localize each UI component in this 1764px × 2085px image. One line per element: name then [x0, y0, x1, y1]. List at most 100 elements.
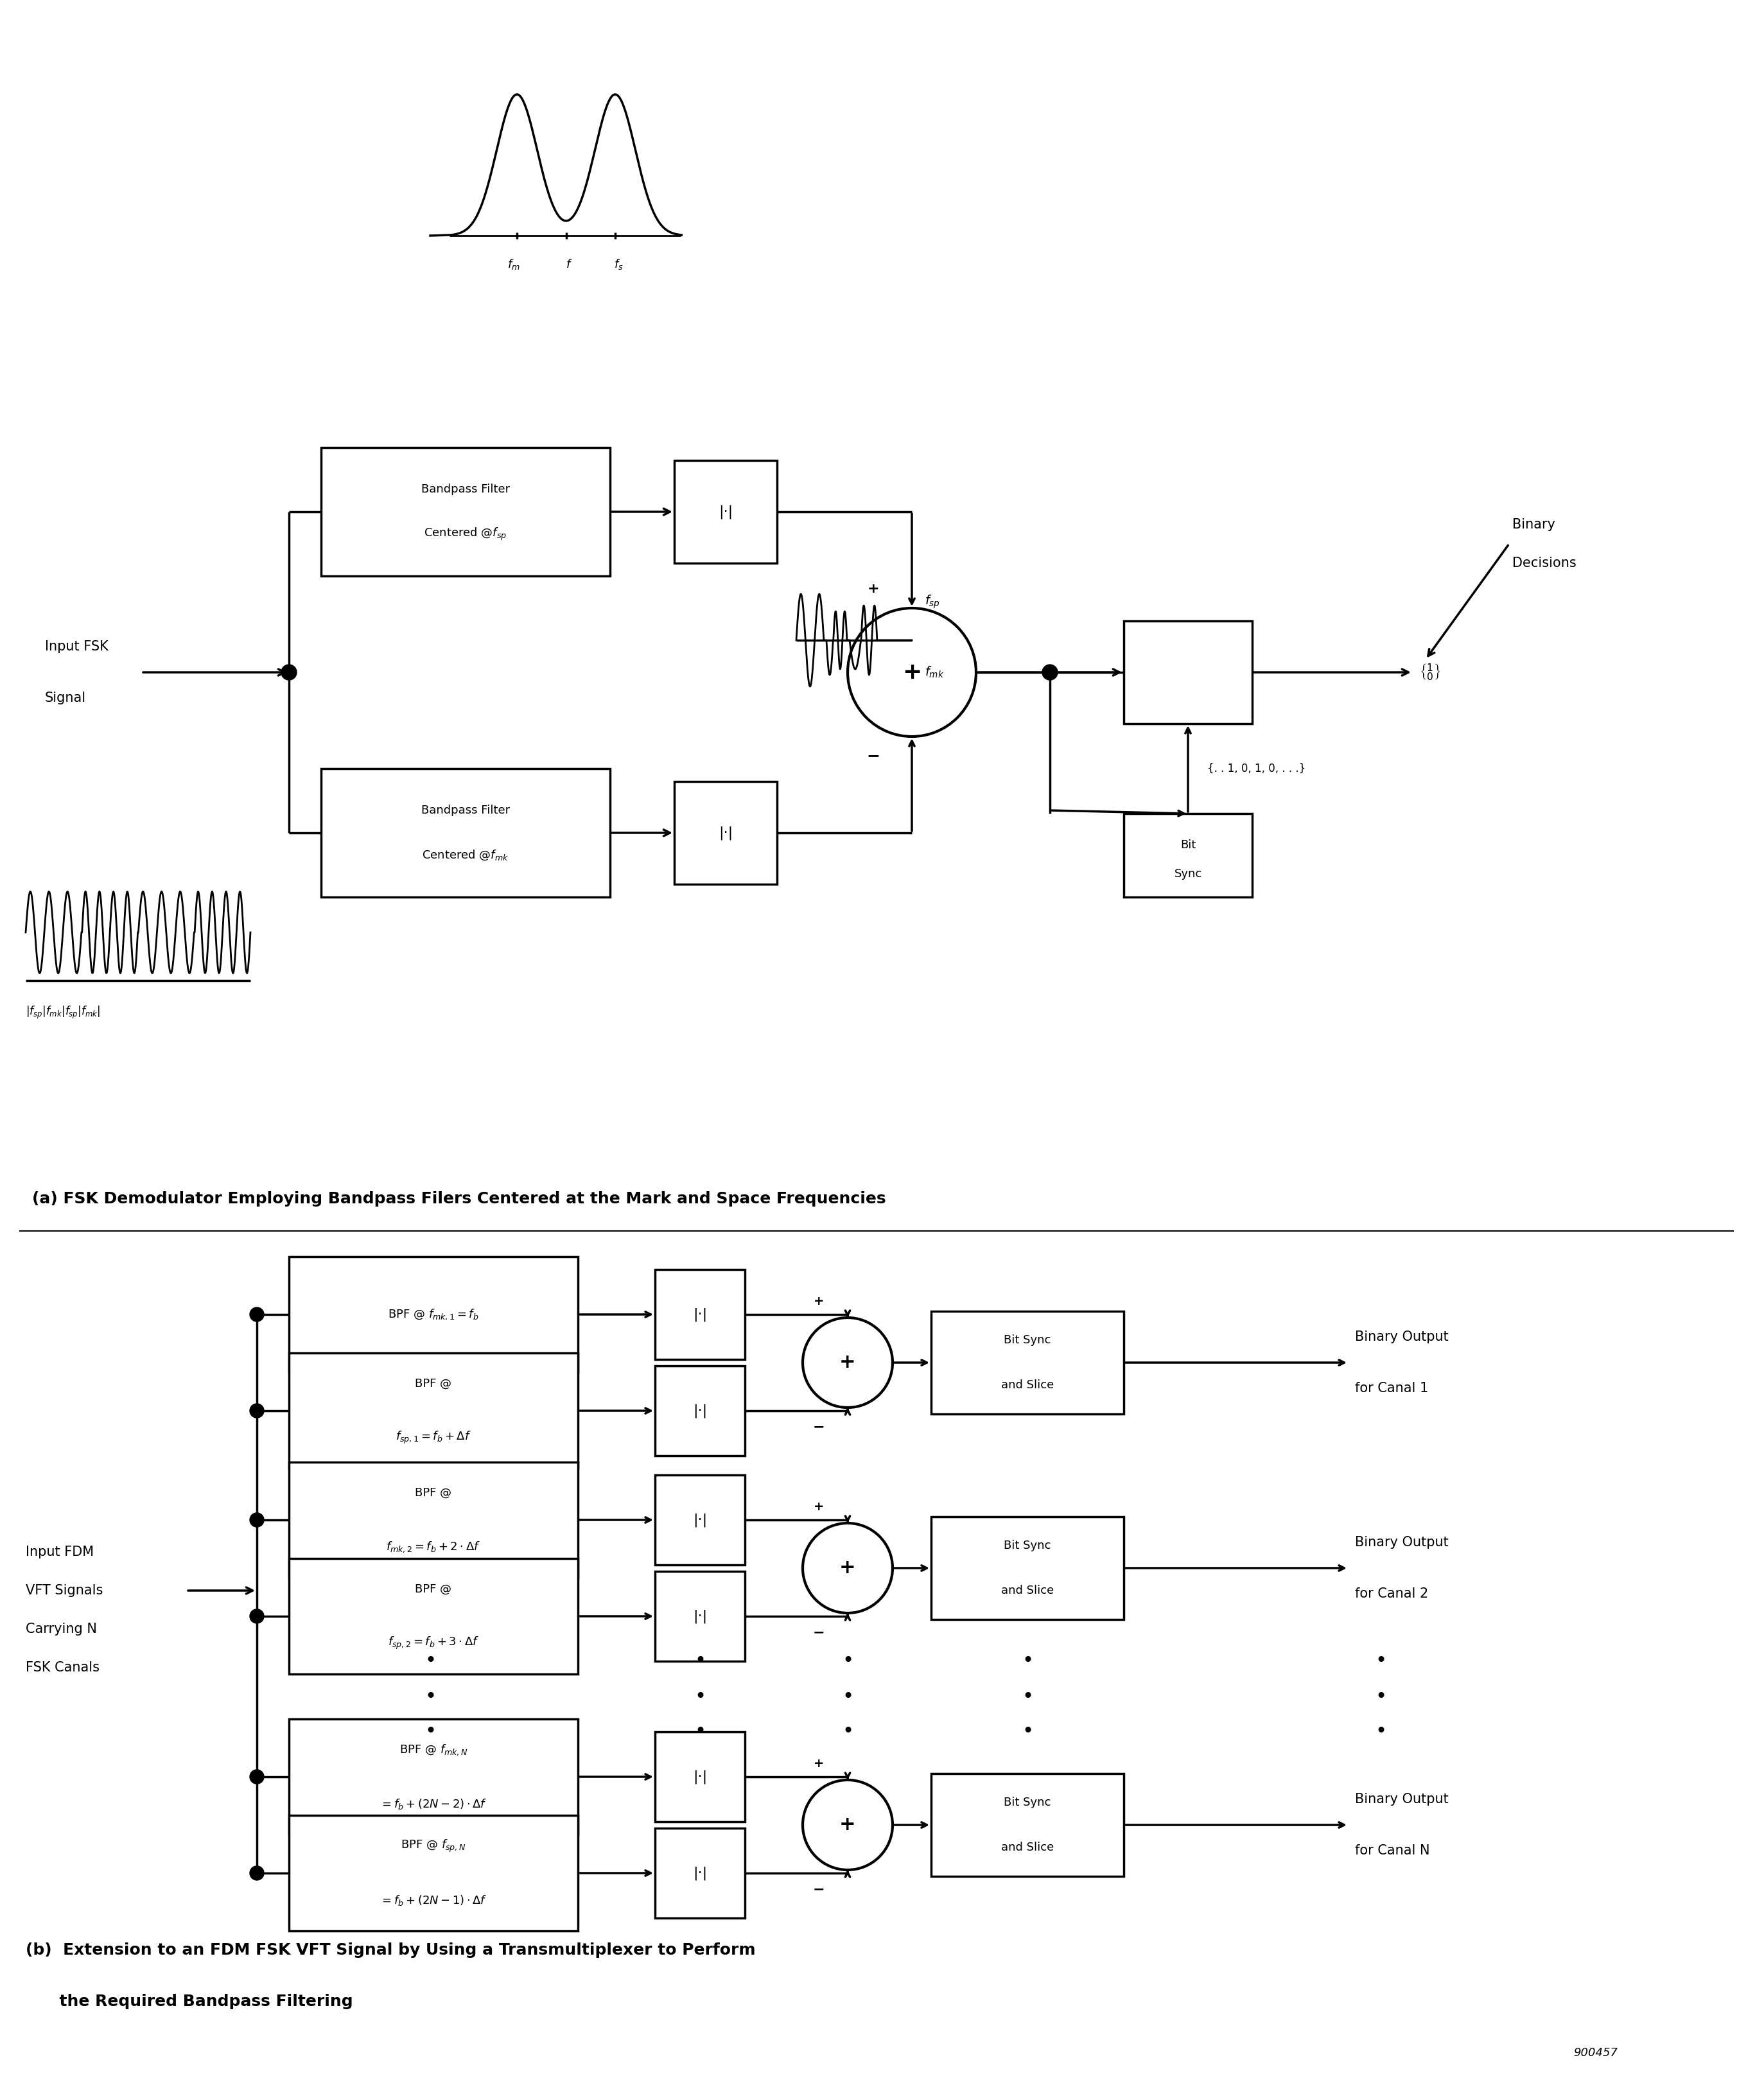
Text: and Slice: and Slice — [1000, 1380, 1053, 1391]
Text: $f_{mk,2} = f_b + 2 \cdot \Delta f$: $f_{mk,2} = f_b + 2 \cdot \Delta f$ — [386, 1541, 480, 1553]
Text: •: • — [1021, 1687, 1034, 1706]
Text: Input FSK: Input FSK — [44, 640, 108, 653]
Circle shape — [250, 1770, 265, 1785]
Bar — [289, 1718, 579, 1835]
Text: −: − — [813, 1626, 826, 1639]
Text: Bandpass Filter: Bandpass Filter — [422, 805, 510, 815]
Text: $f_{sp,1} = f_b + \Delta f$: $f_{sp,1} = f_b + \Delta f$ — [395, 1430, 471, 1445]
Text: |·|: |·| — [718, 826, 732, 840]
Text: $f_s$: $f_s$ — [614, 259, 623, 271]
Text: BPF @ $f_{mk,1} = f_b$: BPF @ $f_{mk,1} = f_b$ — [388, 1307, 480, 1322]
Text: and Slice: and Slice — [1000, 1585, 1053, 1597]
Text: BPF @: BPF @ — [415, 1487, 452, 1499]
Bar — [321, 448, 610, 575]
Text: −: − — [866, 749, 880, 763]
Text: •: • — [425, 1651, 436, 1670]
Text: Binary Output: Binary Output — [1355, 1537, 1448, 1549]
Text: −: − — [813, 1420, 826, 1432]
Text: |·|: |·| — [693, 1403, 707, 1418]
Text: BPF @: BPF @ — [415, 1378, 452, 1389]
Text: +: + — [813, 1758, 824, 1770]
Text: BPF @ $f_{mk,N}$: BPF @ $f_{mk,N}$ — [399, 1743, 467, 1758]
Text: |·|: |·| — [693, 1610, 707, 1622]
Text: $f_{mk}$: $f_{mk}$ — [924, 665, 944, 680]
Bar — [289, 1353, 579, 1468]
Text: $f_{sp,2} = f_b + 3 \cdot \Delta f$: $f_{sp,2} = f_b + 3 \cdot \Delta f$ — [388, 1635, 480, 1651]
Text: •: • — [1374, 1687, 1387, 1706]
Text: {. . 1, 0, 1, 0, . . .}: {. . 1, 0, 1, 0, . . .} — [1207, 763, 1305, 774]
Text: |·|: |·| — [693, 1866, 707, 1881]
Text: (a) FSK Demodulator Employing Bandpass Filers Centered at the Mark and Space Fre: (a) FSK Demodulator Employing Bandpass F… — [32, 1191, 886, 1207]
Text: •: • — [1374, 1651, 1387, 1670]
Text: •: • — [1021, 1651, 1034, 1670]
Text: |·|: |·| — [718, 505, 732, 519]
Bar — [289, 1816, 579, 1931]
Bar — [654, 1829, 744, 1918]
Text: •: • — [1021, 1722, 1034, 1741]
Text: +: + — [901, 661, 921, 684]
Circle shape — [250, 1514, 265, 1526]
Text: •: • — [841, 1687, 854, 1706]
Text: Bit Sync: Bit Sync — [1004, 1541, 1051, 1551]
Text: $\left\{{}^1_0\right\}$: $\left\{{}^1_0\right\}$ — [1420, 663, 1441, 682]
Text: •: • — [425, 1722, 436, 1741]
Text: Bit Sync: Bit Sync — [1004, 1334, 1051, 1347]
Text: •: • — [693, 1651, 706, 1670]
Text: $= f_b + (2N-1) \cdot \Delta f$: $= f_b + (2N-1) \cdot \Delta f$ — [379, 1893, 487, 1908]
Text: Centered @$f_{sp}$: Centered @$f_{sp}$ — [423, 528, 506, 542]
Bar — [654, 1572, 744, 1662]
Bar — [654, 1474, 744, 1566]
Text: VFT Signals: VFT Signals — [26, 1585, 102, 1597]
Text: •: • — [841, 1722, 854, 1741]
Bar — [654, 1270, 744, 1359]
Text: Bit Sync: Bit Sync — [1004, 1797, 1051, 1808]
Bar — [674, 461, 776, 563]
Text: +: + — [868, 582, 878, 594]
Text: and Slice: and Slice — [1000, 1841, 1053, 1854]
Text: FSK Canals: FSK Canals — [26, 1662, 99, 1674]
Text: for Canal 2: for Canal 2 — [1355, 1587, 1429, 1599]
Bar — [289, 1257, 579, 1372]
Text: 900457: 900457 — [1573, 2047, 1618, 2058]
Bar — [289, 1462, 579, 1578]
Text: •: • — [693, 1687, 706, 1706]
Bar — [654, 1366, 744, 1455]
Text: Binary: Binary — [1512, 519, 1556, 532]
Text: BPF @: BPF @ — [415, 1583, 452, 1595]
Text: Signal: Signal — [44, 692, 86, 705]
Circle shape — [250, 1610, 265, 1624]
Text: +: + — [840, 1816, 856, 1835]
Bar — [674, 782, 776, 884]
Text: |·|: |·| — [693, 1770, 707, 1783]
Text: $f_{sp}$: $f_{sp}$ — [924, 594, 940, 611]
Text: the Required Bandpass Filtering: the Required Bandpass Filtering — [26, 1993, 353, 2010]
Text: −: − — [813, 1883, 826, 1895]
Text: +: + — [813, 1295, 824, 1307]
Circle shape — [250, 1403, 265, 1418]
Text: Input FDM: Input FDM — [26, 1545, 93, 1557]
Text: Centered @$f_{mk}$: Centered @$f_{mk}$ — [422, 849, 510, 861]
Text: |·|: |·| — [693, 1307, 707, 1322]
Text: $f_m$: $f_m$ — [508, 259, 520, 271]
Text: Binary Output: Binary Output — [1355, 1330, 1448, 1343]
Text: Binary Output: Binary Output — [1355, 1793, 1448, 1806]
Circle shape — [250, 1866, 265, 1881]
Text: Sync: Sync — [1175, 867, 1201, 880]
Text: $|f_{sp}|f_{mk}|f_{sp}|f_{mk}|$: $|f_{sp}|f_{mk}|f_{sp}|f_{mk}|$ — [26, 1005, 101, 1020]
Circle shape — [280, 665, 296, 680]
Text: •: • — [1374, 1722, 1387, 1741]
Text: Bandpass Filter: Bandpass Filter — [422, 484, 510, 494]
Text: Bit: Bit — [1180, 840, 1196, 851]
Text: +: + — [840, 1560, 856, 1578]
Text: $f$: $f$ — [566, 259, 573, 271]
Text: Carrying N: Carrying N — [26, 1622, 97, 1635]
Circle shape — [1043, 665, 1058, 680]
Text: BPF @ $f_{sp,N}$: BPF @ $f_{sp,N}$ — [400, 1839, 466, 1854]
Text: •: • — [841, 1651, 854, 1670]
Text: •: • — [693, 1722, 706, 1741]
Bar — [289, 1557, 579, 1674]
Text: +: + — [813, 1501, 824, 1514]
Text: +: + — [840, 1353, 856, 1372]
Text: •: • — [425, 1687, 436, 1706]
Text: (b)  Extension to an FDM FSK VFT Signal by Using a Transmultiplexer to Perform: (b) Extension to an FDM FSK VFT Signal b… — [26, 1943, 755, 1958]
